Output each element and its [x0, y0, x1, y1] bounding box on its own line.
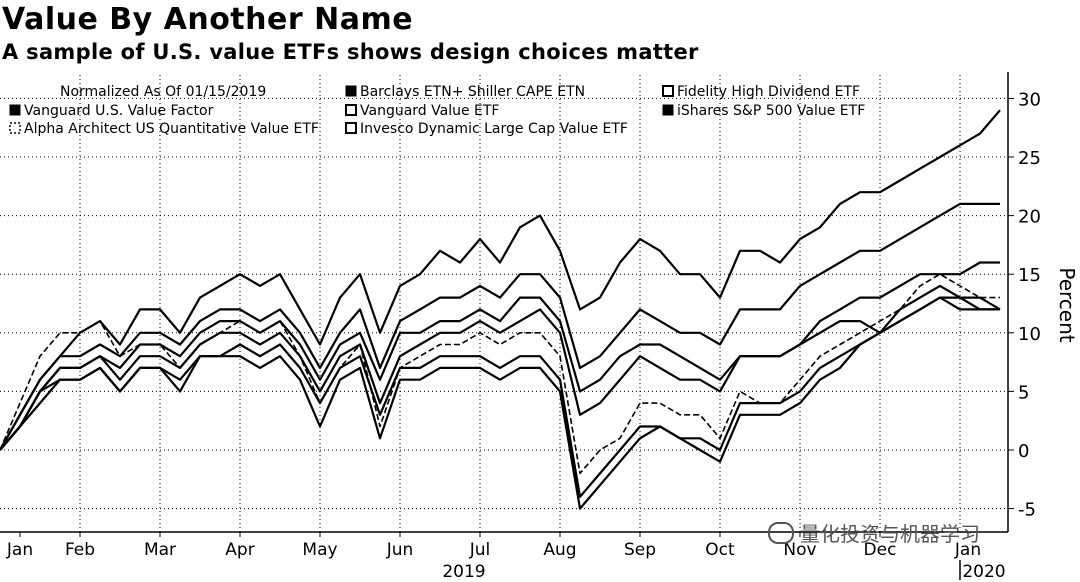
legend-label: Vanguard U.S. Value Factor [24, 103, 214, 119]
y-tick-label: 15 [1018, 265, 1041, 286]
legend-swatch [9, 104, 21, 116]
y-tick-label: 25 [1018, 148, 1041, 169]
x-tick-label: May [302, 540, 337, 560]
legend-swatch [345, 85, 357, 97]
grid-layer [0, 75, 1008, 532]
y-tick-label: 30 [1018, 89, 1041, 110]
series-line [0, 202, 1000, 451]
series-line [0, 261, 1000, 451]
legend-swatch [662, 85, 674, 97]
y-tick-label: -5 [1018, 500, 1036, 521]
legend: Normalized As Of 01/15/2019 Barclays ETN+… [9, 84, 865, 137]
legend-label: Vanguard Value ETF [360, 103, 499, 119]
series-layer [0, 109, 1001, 510]
watermark: 量化投资与机器学习 [768, 518, 980, 547]
y-axis-label: Percent [1055, 267, 1079, 342]
x-tick-label: Sep [624, 540, 656, 560]
legend-label: Barclays ETN+ Shiller CAPE ETN [360, 84, 585, 100]
x-tick-label: Jan [954, 540, 981, 560]
x-tick-label: Feb [65, 540, 95, 560]
x-tick-label: Jan [6, 540, 33, 560]
x-tick-label: Mar [144, 540, 176, 560]
series-line [0, 296, 1000, 510]
legend-label: Invesco Dynamic Large Cap Value ETF [360, 121, 628, 137]
x-tick-label: Jul [469, 540, 491, 560]
wechat-icon [768, 521, 794, 544]
series-line [0, 273, 1000, 475]
x-tick-label: Dec [864, 540, 897, 560]
y-tick-label: 0 [1018, 441, 1029, 462]
y-tick-label: 20 [1018, 207, 1041, 228]
legend-note: Normalized As Of 01/15/2019 [60, 84, 266, 100]
legend-swatch [345, 104, 357, 116]
series-line [0, 296, 1001, 498]
x-tick-label: Nov [783, 540, 816, 560]
series-line [0, 109, 1001, 451]
chart-subtitle: A sample of U.S. value ETFs shows design… [2, 40, 699, 64]
x-tick-label: Apr [225, 540, 254, 560]
y-tick-label: 10 [1018, 324, 1041, 345]
series-line [0, 284, 1000, 451]
legend-swatch [9, 122, 21, 134]
x-tick-label: Aug [543, 540, 576, 560]
x-tick-label: Oct [705, 540, 735, 560]
legend-swatch [345, 122, 357, 134]
watermark-text: 量化投资与机器学习 [800, 522, 980, 546]
year-label: 2020 [962, 562, 1005, 582]
legend-label: Alpha Architect US Quantitative Value ET… [24, 121, 319, 137]
x-tick-label: Jun [386, 540, 414, 560]
legend-label: Fidelity High Dividend ETF [677, 84, 860, 100]
legend-swatch [662, 104, 674, 116]
axes-layer: -5 0 5 10 15 20 25 30 Percent Jan Feb Mar Apr May Jun J… [0, 72, 1079, 582]
legend-label: iShares S&P 500 Value ETF [677, 103, 865, 119]
year-label: 2019 [442, 562, 485, 582]
chart-title: Value By Another Name [2, 2, 414, 37]
y-tick-label: 5 [1018, 382, 1029, 403]
